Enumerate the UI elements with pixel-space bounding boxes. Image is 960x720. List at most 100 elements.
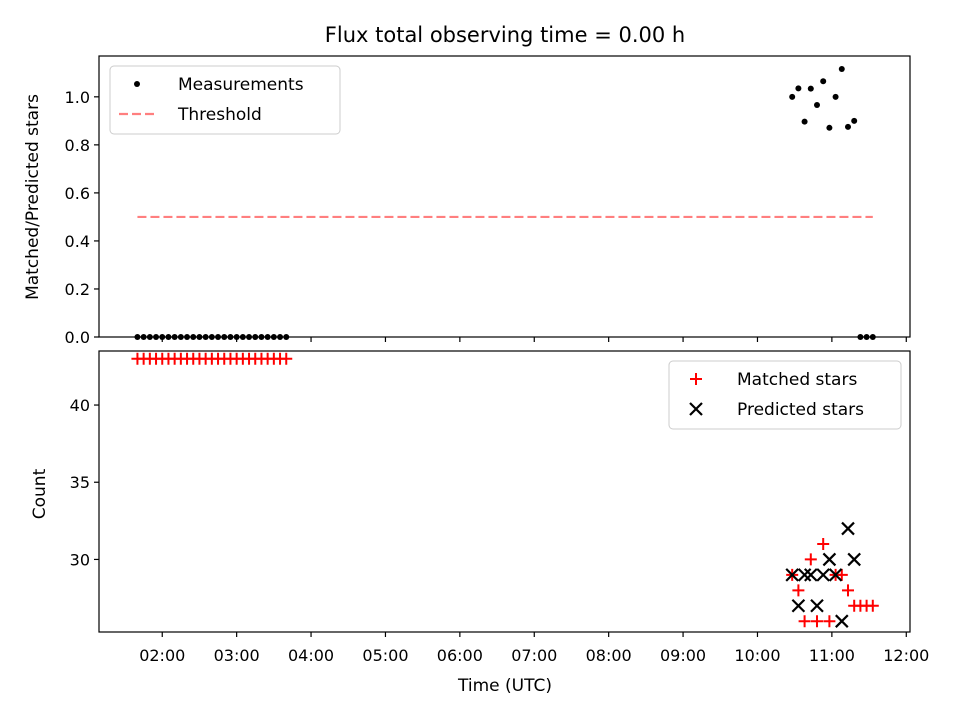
matched-star-point [823,615,836,628]
legend-swatch-matched [690,373,702,385]
matched-star-point [804,553,817,566]
measurement-point [277,334,284,340]
measurement-point [171,334,178,340]
measurement-point [233,334,240,340]
matched-star-point [817,537,830,550]
measurement-point [221,334,228,340]
measurement-point [227,334,234,340]
matched-star-point [835,568,848,581]
predicted-star-point [816,568,830,582]
measurement-point [208,334,215,340]
measurement-point [844,123,851,130]
legend-box [668,360,902,430]
measurement-point [820,78,827,85]
predicted-star-point [822,552,837,567]
predicted-star-point [804,568,818,582]
measurement-point [239,334,246,340]
bottom-y-axis-label: Count [30,468,50,519]
y-tick-label: 30 [70,550,90,569]
chart-title: Flux total observing time = 0.00 h [325,23,685,47]
measurement-point [813,101,820,108]
predicted-star-point [785,568,799,582]
measurement-point [832,93,839,100]
y-tick-label: 0.4 [65,232,90,251]
matched-star-point [798,615,811,628]
x-tick-label: 12:00 [883,646,929,665]
measurement-point [795,85,802,92]
measurement-point [270,334,277,340]
legend-label: Measurements [178,75,304,95]
measurement-point [283,334,290,340]
top-plot-panel: 0.0 0.2 0.4 0.6 0.8 1.0 Measurements Threshold [65,55,911,347]
measurement-point [184,334,191,340]
legend-box [109,65,341,135]
x-tick-label: 06:00 [437,646,483,665]
matched-star-point [810,615,823,628]
matched-star-point [866,599,879,612]
top-legend: Measurements Threshold [109,65,341,135]
measurement-point [215,334,222,340]
y-tick-label: 0.2 [65,280,90,299]
bottom-plot-panel: 30 35 40 02:00 03:00 04:00 05:00 06:00 07:00 08:0… [70,350,929,665]
measurement-point [838,65,845,72]
x-tick-label: 07:00 [511,646,557,665]
bottom-legend: Matched stars Predicted stars [668,360,902,430]
predicted-star-point [791,598,806,613]
x-tick-label: 11:00 [809,646,855,665]
predicted-star-point [810,598,824,613]
measurement-point [857,334,864,340]
predicted-star-point [835,614,849,628]
measurement-point [807,85,814,92]
x-tick-label: 09:00 [660,646,706,665]
x-tick-label: 10:00 [734,646,780,665]
plot-frame [98,350,911,633]
measurement-point [826,124,833,131]
y-tick-label: 0.0 [65,328,90,347]
predicted-star-point [847,552,861,567]
y-tick-label: 1.0 [65,88,90,107]
legend-label: Matched stars [737,370,857,390]
measurement-point [252,334,259,340]
measurement-point [153,334,160,340]
measurement-point [258,334,265,340]
legend-swatch-measurements [134,81,140,87]
x-tick-label: 05:00 [362,646,408,665]
legend-label: Threshold [177,105,262,125]
predicted-star-point [797,568,812,582]
legend-swatch-predicted [689,402,703,416]
y-tick-label: 40 [70,396,90,415]
measurement-point [159,334,166,340]
measurement-point [246,334,253,340]
measurement-point [134,334,141,340]
measurement-point [264,334,271,340]
y-tick-label: 0.8 [65,136,90,155]
y-tick-label: 35 [70,473,90,492]
measurement-point [851,117,858,124]
x-tick-label: 02:00 [139,646,185,665]
top-y-axis-label: Matched/Predicted stars [23,94,43,300]
measurement-point [801,118,808,125]
y-tick-label: 0.6 [65,184,90,203]
plot-frame [98,55,911,338]
x-tick-label: 04:00 [288,646,334,665]
measurement-point [177,334,184,340]
x-tick-label: 08:00 [586,646,632,665]
legend-label: Predicted stars [737,400,864,420]
measurement-point [190,334,197,340]
x-tick-label: 03:00 [214,646,260,665]
predicted-star-point [828,568,843,582]
matched-star-point [841,584,854,597]
measurement-point [863,334,870,340]
measurement-point [140,334,147,340]
measurement-point [165,334,172,340]
matched-star-point [792,584,805,597]
measurement-point [196,334,203,340]
measurement-point [869,334,876,340]
measurement-point [202,334,209,340]
predicted-star-point [841,521,855,536]
measurement-point [146,334,153,340]
x-axis-label: Time (UTC) [457,676,552,696]
matched-star-point [280,352,293,365]
measurement-point [789,93,796,100]
